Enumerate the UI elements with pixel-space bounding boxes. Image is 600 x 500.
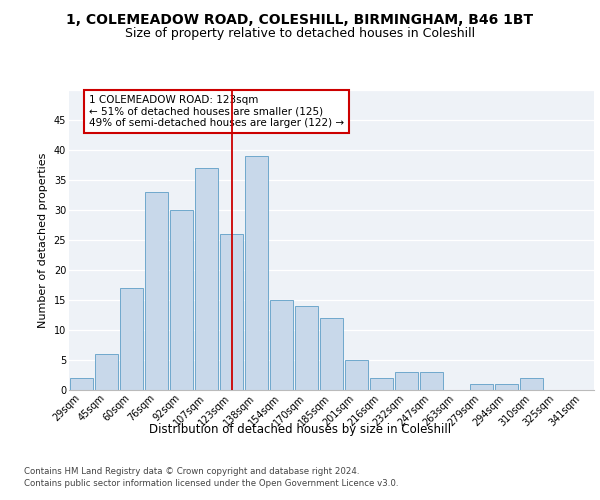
Bar: [295, 306, 318, 390]
Bar: [220, 234, 243, 390]
Text: Contains public sector information licensed under the Open Government Licence v3: Contains public sector information licen…: [24, 479, 398, 488]
Bar: [520, 378, 543, 390]
Bar: [145, 192, 168, 390]
Bar: [120, 288, 143, 390]
Bar: [370, 378, 393, 390]
Y-axis label: Number of detached properties: Number of detached properties: [38, 152, 48, 328]
Bar: [470, 384, 493, 390]
Text: Distribution of detached houses by size in Coleshill: Distribution of detached houses by size …: [149, 422, 451, 436]
Bar: [395, 372, 418, 390]
Bar: [245, 156, 268, 390]
Bar: [345, 360, 368, 390]
Text: 1, COLEMEADOW ROAD, COLESHILL, BIRMINGHAM, B46 1BT: 1, COLEMEADOW ROAD, COLESHILL, BIRMINGHA…: [67, 12, 533, 26]
Text: Contains HM Land Registry data © Crown copyright and database right 2024.: Contains HM Land Registry data © Crown c…: [24, 468, 359, 476]
Bar: [95, 354, 118, 390]
Bar: [70, 378, 93, 390]
Bar: [320, 318, 343, 390]
Text: Size of property relative to detached houses in Coleshill: Size of property relative to detached ho…: [125, 28, 475, 40]
Bar: [495, 384, 518, 390]
Bar: [270, 300, 293, 390]
Text: 1 COLEMEADOW ROAD: 123sqm
← 51% of detached houses are smaller (125)
49% of semi: 1 COLEMEADOW ROAD: 123sqm ← 51% of detac…: [89, 95, 344, 128]
Bar: [420, 372, 443, 390]
Bar: [170, 210, 193, 390]
Bar: [195, 168, 218, 390]
